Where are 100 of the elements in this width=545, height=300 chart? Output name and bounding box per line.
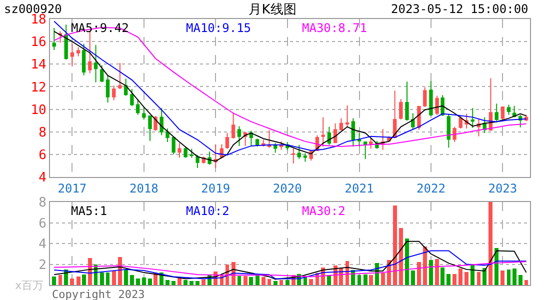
candlestick: [94, 44, 98, 83]
bar: [398, 228, 403, 285]
line-series: [54, 240, 527, 280]
candlestick: [364, 142, 368, 160]
bar: [196, 280, 200, 285]
y-tick-label: 6: [38, 148, 46, 163]
bar: [327, 275, 332, 285]
bar: [190, 280, 194, 285]
bar: [100, 272, 104, 285]
y-tick-label: 4: [38, 237, 47, 252]
y-tick-label: 2: [38, 258, 46, 273]
candlestick: [58, 30, 62, 44]
bar: [512, 268, 516, 285]
candlestick: [292, 148, 296, 164]
bar: [166, 280, 170, 285]
bar: [417, 262, 421, 285]
candlestick: [500, 106, 505, 122]
y-tick-label: 10: [30, 102, 46, 118]
bar: [58, 275, 62, 285]
bar: [112, 270, 116, 285]
bar: [464, 272, 468, 285]
bar: [470, 264, 475, 285]
candlestick: [64, 24, 68, 60]
candlestick: [267, 130, 272, 148]
candlestick: [339, 118, 344, 132]
bar: [76, 276, 80, 285]
y-axis-title: x百万: [15, 279, 44, 292]
candlestick: [446, 113, 451, 148]
y-tick-label: 12: [30, 80, 46, 96]
candlestick: [506, 104, 511, 116]
y-tick-label: 8: [38, 196, 46, 211]
bar: [435, 259, 440, 285]
bar: [429, 260, 433, 285]
candlestick: [160, 108, 164, 136]
text: MA30:8.71: [302, 21, 368, 35]
candlestick: [392, 90, 397, 138]
bar: [249, 277, 254, 285]
line-series: [54, 261, 527, 278]
bar: [124, 269, 128, 285]
x-tick-label: 2019: [201, 181, 230, 196]
y-tick-label: 14: [30, 58, 47, 73]
bar: [446, 274, 451, 285]
bar: [148, 278, 152, 285]
candlestick: [249, 130, 254, 146]
bar: [518, 275, 522, 285]
candlestick: [148, 116, 152, 142]
candlestick: [399, 98, 403, 120]
candlestick: [76, 46, 80, 57]
y-tick-label: 4: [38, 170, 47, 186]
candlestick: [369, 138, 373, 150]
candlestick: [136, 100, 140, 116]
y-tick-label: 16: [30, 35, 46, 50]
text: MA30:2: [302, 204, 346, 218]
bar: [363, 274, 368, 285]
candlestick: [142, 106, 146, 120]
bar: [482, 268, 487, 285]
candlestick: [190, 148, 194, 158]
bar: [273, 280, 278, 285]
bar: [285, 280, 290, 285]
bar: [261, 277, 266, 285]
bar: [136, 278, 140, 285]
candlestick: [345, 104, 350, 128]
chart-title: 月K线图: [248, 2, 296, 18]
text: MA10:2: [186, 204, 230, 218]
candlestick: [423, 86, 427, 108]
text: Copyright 2023: [52, 288, 145, 300]
bar: [458, 268, 463, 285]
text: 2023-05-12 15:00:00: [391, 2, 528, 16]
candlestick: [303, 152, 308, 162]
candlestick: [405, 81, 409, 122]
bar: [255, 275, 260, 285]
bar: [130, 275, 134, 285]
bar: [202, 279, 206, 285]
bar: [142, 278, 146, 285]
y-tick-label: 6: [38, 216, 46, 232]
bar: [309, 278, 314, 285]
bar: [392, 206, 397, 285]
y-tick-label: 8: [38, 125, 46, 140]
candlestick: [237, 126, 242, 146]
x-tick-label: 2023: [488, 181, 518, 196]
bar: [70, 278, 74, 285]
candlestick: [429, 80, 433, 117]
candlestick: [297, 144, 301, 160]
candlestick: [88, 30, 92, 74]
bar: [422, 246, 427, 285]
candlestick: [106, 74, 110, 104]
y-tick-label: 18: [30, 12, 46, 28]
candlestick: [172, 136, 176, 155]
candlestick: [52, 28, 56, 51]
candlestick: [70, 43, 74, 67]
bar: [500, 270, 505, 285]
candlestick: [435, 95, 439, 116]
candlestick: [118, 62, 122, 90]
x-tick-label: 2017: [58, 181, 87, 196]
candlestick: [130, 88, 134, 106]
candlestick: [82, 43, 86, 76]
x-tick-label: 2021: [344, 181, 374, 196]
candlestick: [225, 132, 230, 150]
bar: [172, 280, 176, 285]
candlestick: [166, 128, 170, 143]
